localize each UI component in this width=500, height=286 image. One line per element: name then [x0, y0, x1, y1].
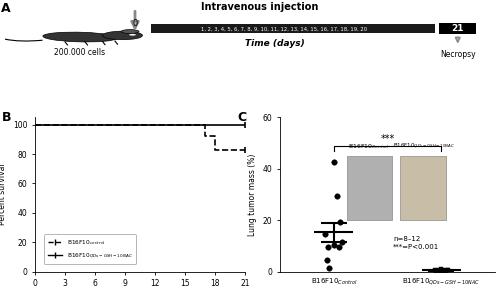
Text: 0: 0	[132, 19, 138, 28]
Text: A: A	[0, 2, 10, 15]
Y-axis label: Lung tumor mass (%): Lung tumor mass (%)	[248, 153, 257, 236]
Bar	[150, 24, 435, 33]
Bar	[346, 156, 392, 220]
Circle shape	[130, 34, 136, 35]
Text: B16F10$_{Control}$: B16F10$_{Control}$	[348, 142, 390, 151]
Circle shape	[102, 31, 142, 40]
Text: B16F10$_{QDs-GSH-10NAC}$: B16F10$_{QDs-GSH-10NAC}$	[393, 142, 455, 151]
Text: ***: ***	[380, 134, 394, 144]
Text: B: B	[2, 111, 11, 124]
Text: Time (days): Time (days)	[245, 39, 305, 48]
Text: Necropsy: Necropsy	[440, 50, 476, 59]
Text: Intravenous injection: Intravenous injection	[202, 2, 318, 12]
Text: 21: 21	[452, 24, 464, 33]
Text: ***=P<0.001: ***=P<0.001	[393, 244, 439, 249]
Y-axis label: Percent survival: Percent survival	[0, 164, 8, 225]
Text: C: C	[237, 111, 246, 124]
Legend: B16F10$_{control}$, B16F10$_{QDs-GSH-10NAC}$: B16F10$_{control}$, B16F10$_{QDs-GSH-10N…	[44, 235, 136, 264]
Circle shape	[121, 30, 139, 33]
Bar	[400, 156, 446, 220]
Bar	[148, 24, 151, 33]
Text: 1, 2, 3, 4, 5, 6, 7, 8, 9, 10, 11, 12, 13, 14, 15, 16, 17, 18, 19, 20: 1, 2, 3, 4, 5, 6, 7, 8, 9, 10, 11, 12, 1…	[201, 26, 367, 31]
Text: 200.000 cells: 200.000 cells	[54, 48, 106, 57]
Text: n=8–12: n=8–12	[393, 236, 420, 242]
Ellipse shape	[43, 32, 117, 42]
Bar	[439, 23, 476, 34]
